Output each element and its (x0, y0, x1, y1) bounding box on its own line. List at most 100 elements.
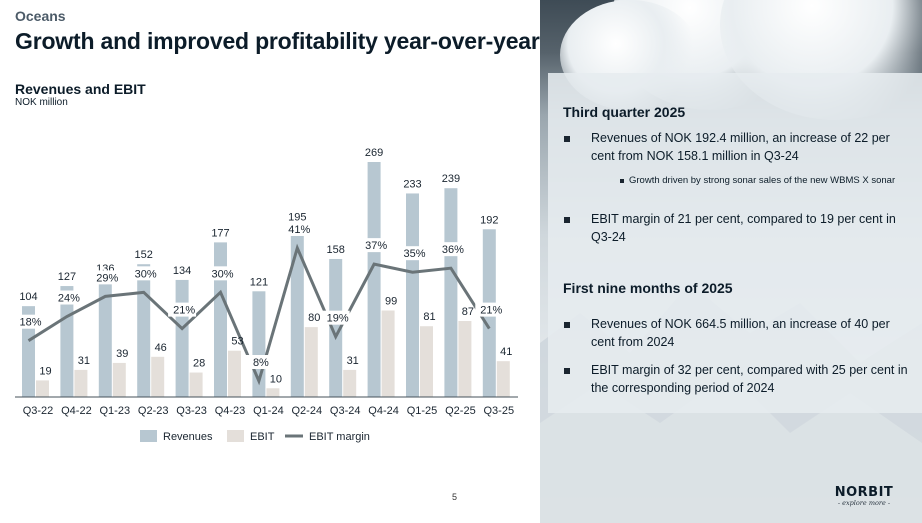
margin-data-label: 29% (96, 272, 118, 284)
info-panel: Third quarter 2025 Revenues of NOK 192.4… (548, 73, 922, 413)
legend-label-margin: EBIT margin (309, 431, 370, 443)
ebit-data-label: 53 (231, 336, 243, 348)
x-axis-layer: Q3-22 Q4-22 Q1-23 Q2-23 Q3-23 Q4-23 Q1-24 Q2-24… (15, 396, 518, 417)
ebit-bar (496, 361, 510, 397)
margin-label-bg (168, 302, 197, 317)
info-bullet: EBIT margin of 32 per cent, compared wit… (591, 363, 908, 395)
revenue-bar (214, 242, 227, 397)
x-tick-label: Q2-24 (292, 405, 323, 417)
revenue-bar (406, 193, 419, 397)
ebit-data-label: 41 (500, 346, 512, 358)
revenue-data-label: 195 (288, 212, 306, 224)
ebit-data-label: 46 (155, 342, 167, 354)
margin-data-label: 36% (442, 244, 464, 256)
x-tick-label: Q1-23 (100, 405, 131, 417)
revenue-data-label: 127 (58, 271, 76, 283)
slide-right-pane: Third quarter 2025 Revenues of NOK 192.4… (540, 0, 922, 523)
margin-label-bg (436, 242, 465, 257)
ebit-margin-line (27, 243, 491, 386)
ebit-data-label: 19 (39, 365, 51, 377)
x-tick-label: Q4-22 (61, 405, 92, 417)
revenue-bar (444, 188, 458, 397)
revenue-data-label: 233 (403, 178, 421, 190)
margin-data-label: 24% (58, 293, 80, 305)
margin-label-bg (129, 266, 158, 281)
ebit-bar (74, 369, 88, 397)
info-bullet: Revenues of NOK 664.5 million, an increa… (591, 317, 890, 349)
legend-label-revenues: Revenues (163, 431, 213, 443)
revenue-bar (329, 258, 343, 397)
revenue-bar (22, 306, 35, 397)
revenue-data-label: 121 (250, 276, 268, 288)
ebit-bar (151, 356, 165, 397)
info-bullet: Revenues of NOK 192.4 million, an increa… (591, 131, 890, 163)
info-bullet: EBIT margin of 21 per cent, compared to … (591, 212, 896, 244)
info-sub-bullet: Growth driven by strong sonar sales of t… (629, 175, 896, 186)
margin-label-bg (206, 266, 235, 281)
x-tick-label: Q3-25 (484, 405, 515, 417)
margin-data-label: 30% (135, 268, 157, 280)
chart-title: Revenues and EBIT (15, 81, 146, 97)
margin-label-bg (360, 238, 389, 253)
ebit-data-label: 28 (193, 358, 205, 370)
margin-label-bg (283, 222, 312, 236)
x-tick-label: Q1-24 (253, 405, 284, 417)
revenue-data-label: 177 (211, 227, 229, 239)
ebit-bar (112, 362, 126, 397)
x-tick-label: Q3-24 (330, 405, 361, 417)
x-tick-label: Q2-23 (138, 405, 169, 417)
revenue-bar (290, 226, 304, 397)
margin-label-bg (398, 246, 427, 261)
margin-label-bg (244, 355, 273, 369)
margin-label-bg (14, 314, 43, 329)
legend-swatch-ebit (227, 430, 244, 442)
ebit-bar (266, 388, 280, 397)
page-number: 5 (452, 492, 458, 502)
data-labels-layer: 1041912731136391524613428177531211019580… (14, 147, 512, 385)
ebit-data-label: 10 (270, 373, 282, 385)
ebit-bar (458, 320, 472, 397)
ebit-bar (420, 326, 433, 397)
ebit-bar (189, 372, 203, 397)
revenue-data-label: 134 (173, 265, 191, 277)
bullet-icon (564, 368, 570, 374)
ebit-data-label: 99 (385, 296, 397, 308)
margin-label-bg (321, 310, 350, 325)
norbit-logo: NORBIT - explore more - (828, 485, 900, 507)
margin-label-bg (91, 270, 120, 285)
x-tick-label: Q3-22 (23, 405, 54, 417)
ebit-bar (304, 327, 318, 397)
margin-data-label: 37% (365, 240, 387, 252)
revenue-data-label: 158 (327, 244, 345, 256)
ebit-bar (228, 350, 241, 397)
margin-data-label: 21% (480, 305, 502, 317)
margin-line-layer (27, 243, 491, 386)
margin-data-label: 21% (173, 305, 195, 317)
ebit-data-label: 80 (308, 312, 320, 324)
revenue-data-label: 104 (19, 291, 37, 303)
chart-subtitle: NOK million (15, 97, 68, 108)
margin-label-bg (52, 290, 81, 305)
margin-data-label: 8% (253, 357, 269, 369)
ebit-bar (381, 310, 395, 397)
x-tick-label: Q4-23 (215, 405, 246, 417)
chart-legend: Revenues EBIT EBIT margin (140, 430, 370, 443)
revenue-bar (367, 162, 381, 397)
margin-data-label: 35% (403, 248, 425, 260)
bullet-icon (564, 136, 570, 142)
margin-data-label: 30% (211, 268, 233, 280)
page-title: Growth and improved profitability year-o… (15, 28, 540, 54)
revenue-data-label: 152 (135, 249, 153, 261)
x-tick-label: Q4-24 (368, 405, 399, 417)
margin-data-label: 18% (19, 317, 41, 329)
logo-tagline: - explore more - (837, 499, 891, 507)
ebit-data-label: 39 (116, 348, 128, 360)
info-heading-q3: Third quarter 2025 (563, 104, 686, 120)
slide-left-pane: Oceans Growth and improved profitability… (14, 8, 540, 502)
bullet-icon (564, 217, 570, 223)
ebit-data-label: 31 (78, 355, 90, 367)
revenue-data-label: 239 (442, 173, 460, 185)
sub-bullet-icon (620, 179, 624, 183)
x-tick-label: Q1-25 (407, 405, 438, 417)
section-label: Oceans (15, 8, 66, 24)
